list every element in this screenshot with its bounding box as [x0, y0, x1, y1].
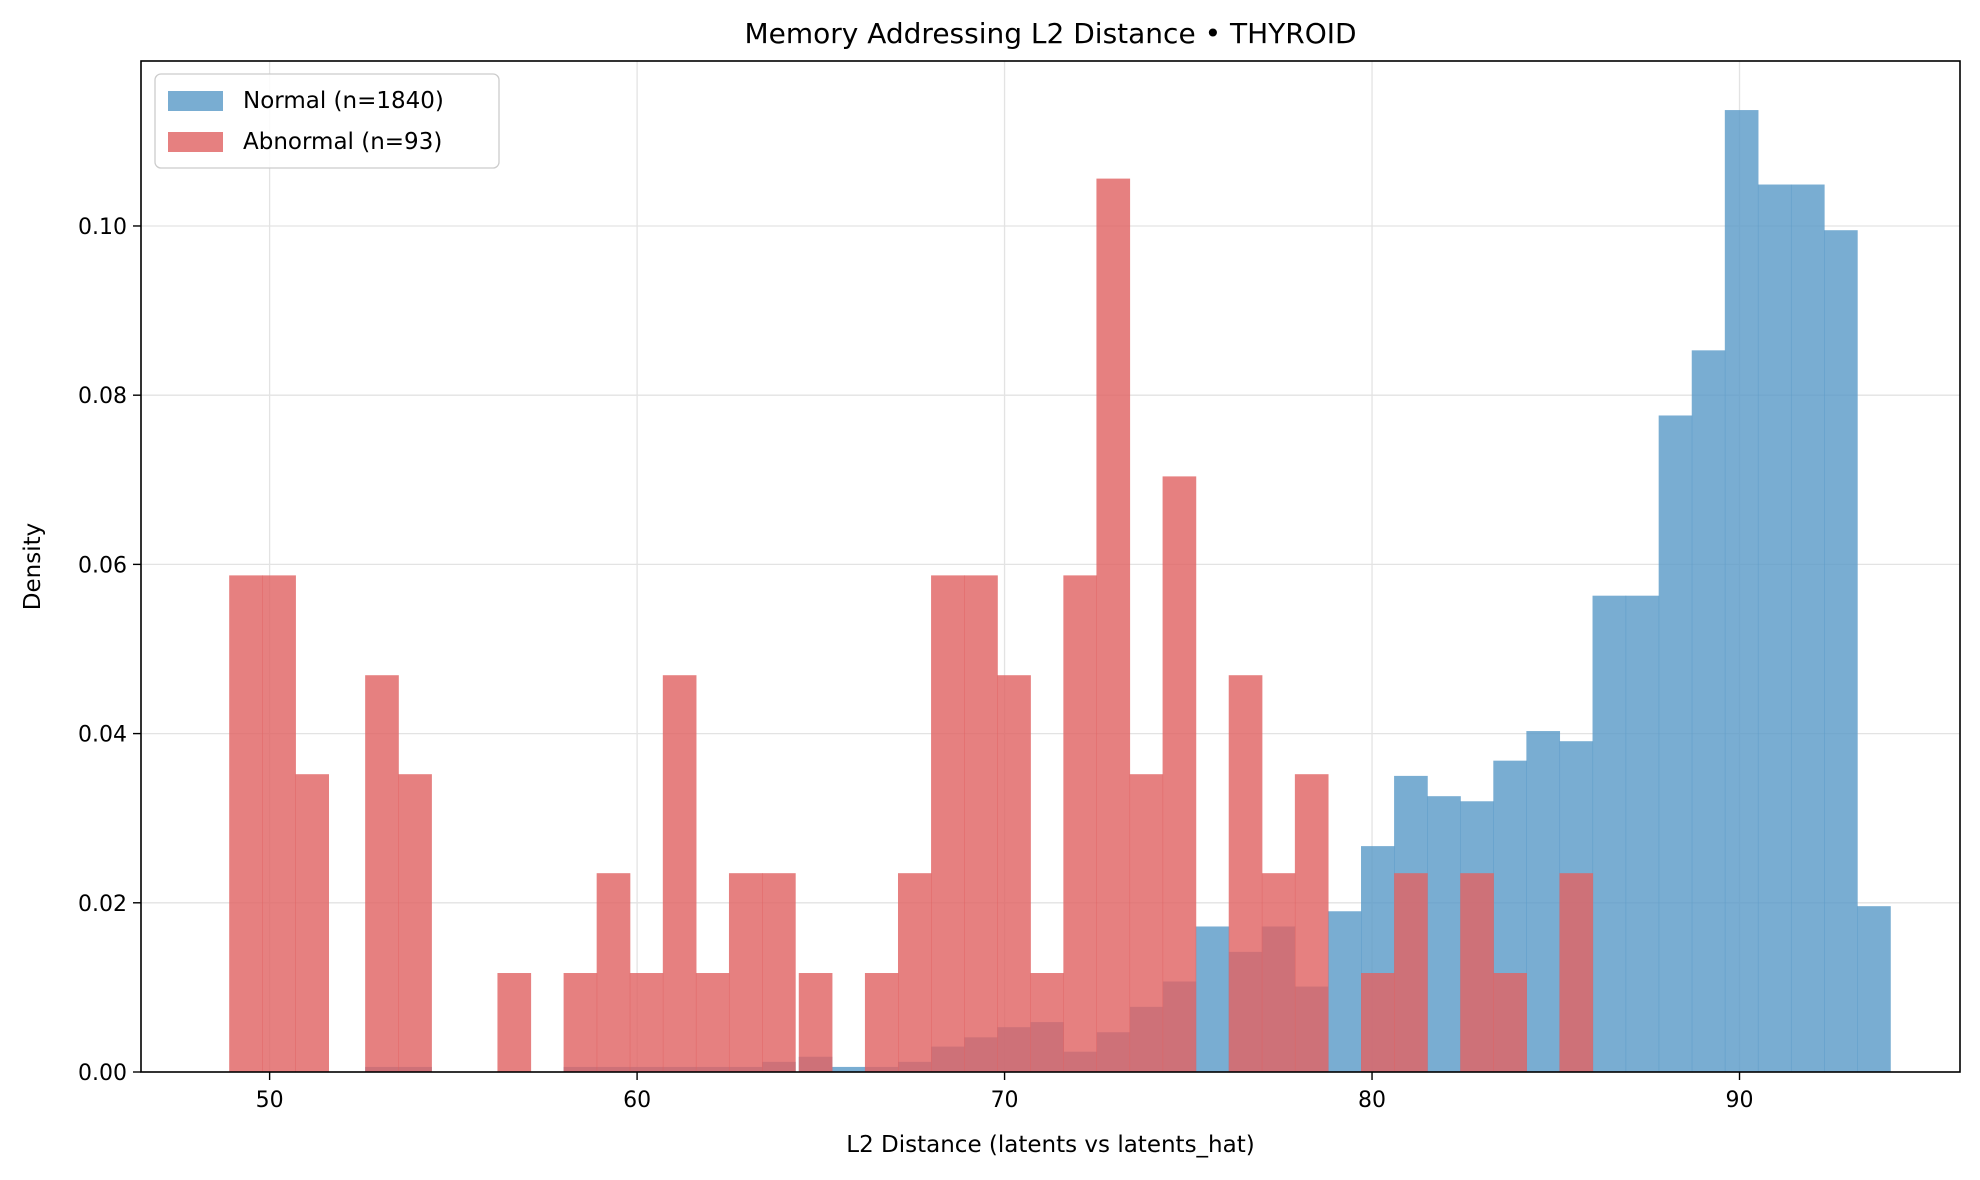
bar-abnormal: [662, 675, 697, 1072]
bar-abnormal: [1030, 973, 1064, 1072]
bar-abnormal: [762, 873, 796, 1072]
ticks-layer: 50 60 70 80 90 0.00 0.02 0.04 0.06 0.08 0.10: [78, 215, 1753, 1113]
bar-abnormal: [1129, 774, 1164, 1072]
bar-abnormal: [695, 973, 730, 1072]
y-tick-label: 0.02: [78, 892, 127, 917]
bar-normal: [1790, 184, 1825, 1073]
legend-box: [154, 73, 500, 169]
bar-abnormal: [897, 873, 932, 1072]
bar-abnormal: [629, 973, 664, 1072]
bars-layer: [229, 110, 1891, 1073]
bar-abnormal: [1294, 774, 1329, 1072]
bar-normal: [1327, 911, 1362, 1072]
x-tick-label: 50: [256, 1088, 284, 1113]
legend-swatch: [168, 91, 223, 111]
x-tick-label: 90: [1726, 1088, 1754, 1113]
bar-abnormal: [563, 973, 598, 1072]
legend-entry-label: Abnormal (n=93): [243, 129, 442, 155]
bar-normal: [1526, 731, 1561, 1072]
bar-normal: [1592, 595, 1627, 1072]
series-abnormal: [229, 178, 1594, 1073]
legend: Normal (n=1840) Abnormal (n=93): [154, 73, 500, 169]
bar-abnormal: [1493, 973, 1527, 1072]
bar-normal: [1857, 906, 1891, 1072]
bar-normal: [1724, 110, 1759, 1072]
y-tick-label: 0.08: [78, 384, 127, 409]
bar-abnormal: [398, 774, 432, 1072]
x-tick-label: 60: [623, 1088, 651, 1113]
bar-abnormal: [1096, 178, 1131, 1073]
bar-normal: [1824, 230, 1858, 1072]
bar-normal: [1691, 350, 1726, 1072]
bar-abnormal: [596, 873, 631, 1072]
legend-swatch: [168, 132, 223, 152]
x-tick-label: 80: [1358, 1088, 1386, 1113]
bar-abnormal: [997, 675, 1031, 1072]
bar-abnormal: [798, 973, 833, 1072]
legend-entry-label: Normal (n=1840): [243, 88, 444, 114]
bar-normal: [1195, 926, 1230, 1072]
x-axis-label: L2 Distance (latents vs latents_hat): [846, 1132, 1254, 1158]
bar-normal: [831, 1066, 866, 1072]
bar-abnormal: [1162, 476, 1197, 1072]
bar-abnormal: [931, 575, 965, 1072]
bar-abnormal: [497, 973, 532, 1072]
bar-normal: [1658, 415, 1693, 1073]
y-tick-label: 0.04: [78, 723, 127, 748]
bar-abnormal: [262, 575, 296, 1072]
bar-abnormal: [295, 774, 329, 1072]
bar-abnormal: [365, 675, 399, 1072]
x-tick-label: 70: [991, 1088, 1019, 1113]
y-tick-label: 0.10: [78, 215, 127, 240]
plot-frame: [140, 60, 1961, 1073]
bar-abnormal: [864, 973, 899, 1072]
bar-abnormal: [1394, 873, 1428, 1072]
chart-title: Memory Addressing L2 Distance • THYROID: [744, 17, 1356, 50]
bar-abnormal: [1261, 873, 1296, 1072]
bar-abnormal: [229, 575, 263, 1072]
bar-normal: [1427, 796, 1461, 1072]
bar-abnormal: [728, 873, 763, 1072]
y-axis-label: Density: [20, 523, 46, 610]
bar-abnormal: [1361, 973, 1395, 1072]
y-tick-label: 0.06: [78, 553, 127, 578]
y-tick-label: 0.00: [78, 1061, 127, 1086]
bar-abnormal: [1559, 873, 1594, 1072]
bar-normal: [1625, 595, 1660, 1072]
bar-abnormal: [964, 575, 998, 1072]
bar-abnormal: [1063, 575, 1098, 1072]
bar-abnormal: [1228, 675, 1263, 1072]
bar-normal: [1757, 184, 1792, 1073]
bar-abnormal: [1460, 873, 1494, 1072]
